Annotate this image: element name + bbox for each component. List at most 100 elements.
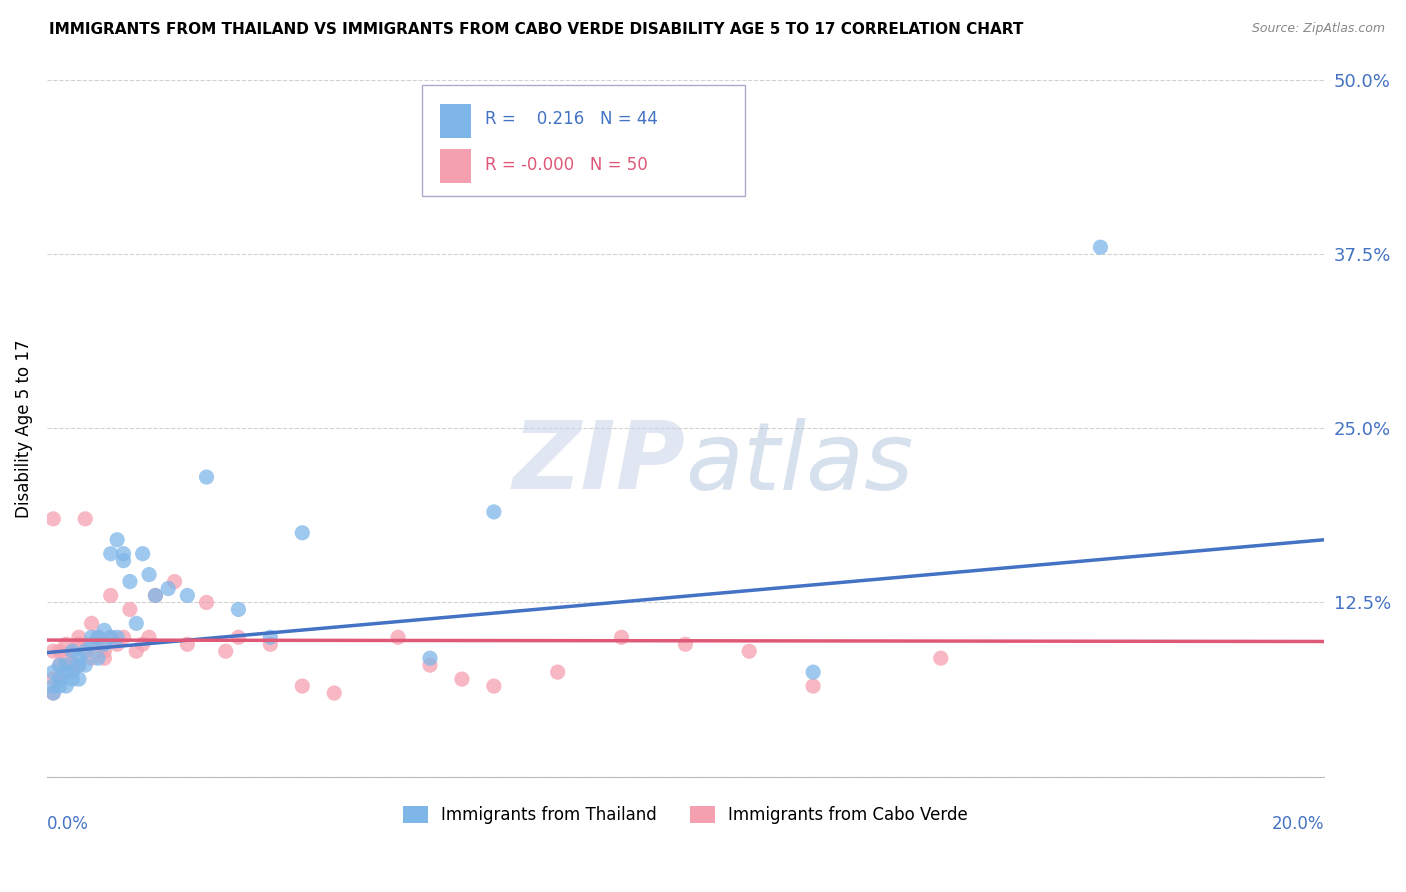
Point [48, 658, 70, 673]
Point [48, 679, 70, 693]
Point [419, 651, 441, 665]
Point [55, 679, 77, 693]
Point [42, 644, 65, 658]
Point [323, 686, 346, 700]
Point [105, 637, 128, 651]
Point [67, 630, 90, 644]
Point [215, 644, 238, 658]
Point [801, 679, 824, 693]
Point [125, 616, 148, 631]
Point [87, 637, 110, 651]
Point [451, 672, 474, 686]
Point [145, 589, 167, 603]
Point [87, 630, 110, 644]
Point [482, 679, 505, 693]
Point [80, 630, 103, 644]
Point [228, 602, 250, 616]
Point [259, 637, 281, 651]
Point [42, 512, 65, 526]
Point [112, 630, 135, 644]
Point [67, 658, 90, 673]
Text: R = -0.000   N = 50: R = -0.000 N = 50 [485, 156, 648, 174]
Point [42, 686, 65, 700]
Text: 20.0%: 20.0% [1271, 815, 1324, 833]
Point [482, 505, 505, 519]
Point [118, 574, 141, 589]
Point [125, 644, 148, 658]
Point [55, 651, 77, 665]
Text: Source: ZipAtlas.com: Source: ZipAtlas.com [1251, 22, 1385, 36]
Point [100, 630, 122, 644]
Point [75, 644, 97, 658]
Text: IMMIGRANTS FROM THAILAND VS IMMIGRANTS FROM CABO VERDE DISABILITY AGE 5 TO 17 CO: IMMIGRANTS FROM THAILAND VS IMMIGRANTS F… [49, 22, 1024, 37]
Point [48, 672, 70, 686]
Point [93, 651, 115, 665]
Point [75, 644, 97, 658]
Point [387, 630, 409, 644]
Point [62, 644, 84, 658]
Point [131, 637, 153, 651]
Point [55, 658, 77, 673]
Point [42, 672, 65, 686]
Point [228, 630, 250, 644]
Point [138, 567, 160, 582]
Point [87, 630, 110, 644]
Point [176, 589, 198, 603]
Point [42, 665, 65, 680]
Point [67, 637, 90, 651]
Point [75, 512, 97, 526]
Text: 0.0%: 0.0% [46, 815, 89, 833]
Point [157, 582, 180, 596]
Y-axis label: Disability Age 5 to 17: Disability Age 5 to 17 [15, 339, 32, 517]
Point [80, 616, 103, 631]
Point [67, 672, 90, 686]
Point [738, 644, 761, 658]
Point [291, 525, 314, 540]
Point [419, 658, 441, 673]
Point [48, 658, 70, 673]
Text: atlas: atlas [685, 417, 914, 508]
Point [610, 630, 633, 644]
Point [87, 651, 110, 665]
Point [195, 595, 218, 609]
Point [42, 679, 65, 693]
Point [93, 637, 115, 651]
Point [80, 637, 103, 651]
Point [62, 644, 84, 658]
Point [75, 658, 97, 673]
Point [42, 686, 65, 700]
Point [48, 672, 70, 686]
Point [112, 554, 135, 568]
Point [547, 665, 569, 680]
Point [176, 637, 198, 651]
Point [67, 651, 90, 665]
Point [100, 589, 122, 603]
Point [105, 630, 128, 644]
Point [100, 630, 122, 644]
Point [55, 665, 77, 680]
Point [93, 644, 115, 658]
Point [48, 644, 70, 658]
Point [55, 665, 77, 680]
Point [163, 574, 186, 589]
Point [105, 533, 128, 547]
Point [62, 658, 84, 673]
Point [62, 672, 84, 686]
Point [801, 665, 824, 680]
Point [67, 658, 90, 673]
Point [1090, 240, 1112, 254]
Point [55, 637, 77, 651]
Point [929, 651, 952, 665]
Point [131, 547, 153, 561]
Point [118, 602, 141, 616]
Point [145, 589, 167, 603]
Point [93, 624, 115, 638]
Text: ZIP: ZIP [513, 417, 685, 509]
Point [259, 630, 281, 644]
Point [138, 630, 160, 644]
Point [112, 547, 135, 561]
Point [80, 651, 103, 665]
Legend: Immigrants from Thailand, Immigrants from Cabo Verde: Immigrants from Thailand, Immigrants fro… [396, 799, 974, 831]
Point [195, 470, 218, 484]
Point [62, 665, 84, 680]
